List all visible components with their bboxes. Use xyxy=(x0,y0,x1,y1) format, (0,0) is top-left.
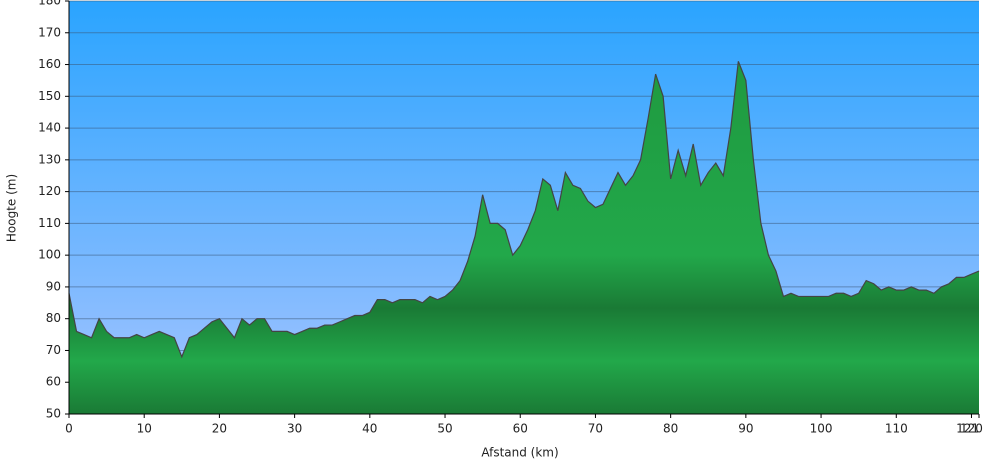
y-tick-label: 90 xyxy=(46,279,61,293)
x-tick-label: 121 xyxy=(956,422,979,436)
x-tick-label: 80 xyxy=(663,422,678,436)
y-tick-label: 100 xyxy=(38,248,61,262)
y-tick-label: 170 xyxy=(38,25,61,39)
y-tick-label: 150 xyxy=(38,89,61,103)
y-tick-label: 60 xyxy=(46,375,61,389)
x-tick-label: 110 xyxy=(885,422,908,436)
x-tick-label: 90 xyxy=(738,422,753,436)
x-tick-label: 120 xyxy=(960,422,983,436)
x-tick-label: 40 xyxy=(362,422,377,436)
y-tick-label: 130 xyxy=(38,152,61,166)
x-tick-label: 60 xyxy=(513,422,528,436)
x-tick-label: 20 xyxy=(212,422,227,436)
y-tick-label: 110 xyxy=(38,216,61,230)
x-tick-label: 0 xyxy=(65,422,73,436)
x-tick-label: 30 xyxy=(287,422,302,436)
x-axis-label: Afstand (km) xyxy=(481,446,558,460)
y-tick-label: 180 xyxy=(38,0,61,8)
y-tick-label: 160 xyxy=(38,57,61,71)
x-tick-label: 10 xyxy=(137,422,152,436)
y-tick-label: 50 xyxy=(46,407,61,421)
x-tick-label: 50 xyxy=(437,422,452,436)
y-tick-label: 120 xyxy=(38,184,61,198)
y-tick-label: 140 xyxy=(38,121,61,135)
y-axis-label: Hoogte (m) xyxy=(5,174,19,242)
x-tick-label: 70 xyxy=(588,422,603,436)
y-tick-label: 70 xyxy=(46,343,61,357)
y-tick-label: 80 xyxy=(46,311,61,325)
elevation-line xyxy=(68,61,980,359)
x-tick-label: 100 xyxy=(810,422,833,436)
